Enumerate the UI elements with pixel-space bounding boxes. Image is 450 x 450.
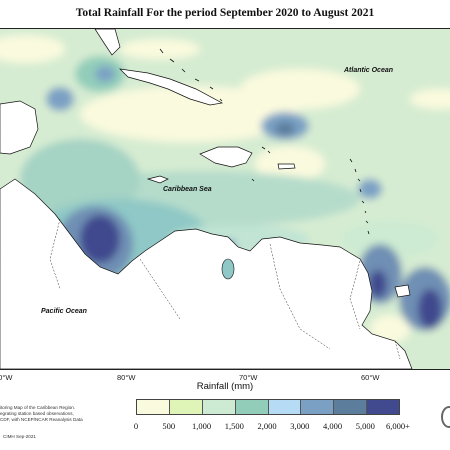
south-america-central-america <box>0 178 413 369</box>
legend-tick-label: 3,000 <box>290 421 310 431</box>
border <box>139 258 181 320</box>
puerto-rico <box>277 163 296 170</box>
land <box>0 29 413 369</box>
small-islands <box>159 48 370 235</box>
legend-tick-label: 5,000 <box>355 421 375 431</box>
legend-tick-labels: 0 500 1,000 1,500 2,000 3,000 4,000 5,000 6,000+ <box>0 421 450 433</box>
legend-tick-label: 500 <box>162 421 176 431</box>
yucatan-land <box>0 100 39 155</box>
legend-tick-label: 2,000 <box>257 421 277 431</box>
longitude-label-80w: 80°W <box>117 373 136 382</box>
legend-tick-label: 0 <box>133 421 139 431</box>
footnote-line: egrating station based observations, <box>0 410 74 416</box>
legend-color-bar <box>136 399 400 415</box>
jamaica <box>146 175 169 184</box>
legend-tick-label: 1,000 <box>191 421 212 431</box>
very-wet-zone <box>369 270 387 298</box>
wet-zone <box>275 122 295 136</box>
mid-rain-zone <box>20 139 140 219</box>
very-wet-zone <box>80 215 120 263</box>
legend-swatch <box>137 400 170 414</box>
map-area: Atlantic Ocean Caribbean Sea Pacific Oce… <box>0 28 450 370</box>
legend-swatch <box>334 400 368 414</box>
border <box>269 243 331 350</box>
credit-text: CIMH Sep-2021 <box>3 434 36 439</box>
map-title: Total Rainfall For the period September … <box>75 7 375 19</box>
longitude-label-60w: 60°W <box>361 373 380 382</box>
legend-tick-label: 6,000+ <box>386 421 410 431</box>
longitude-label-70w: 70°W <box>239 373 258 382</box>
pacific-ocean-label: Pacific Ocean <box>41 308 87 315</box>
atlantic-ocean-label: Atlantic Ocean <box>344 67 394 74</box>
bahamas-islands <box>159 48 223 102</box>
legend-title: Rainfall (mm) <box>196 381 254 392</box>
footnote-line: CDF, with NCEP/NCAR Reanalysis Data <box>0 416 83 422</box>
border <box>394 340 401 360</box>
wet-zone <box>95 66 115 82</box>
cuba <box>119 68 224 106</box>
lesser-antilles <box>349 158 370 235</box>
small-islands-misc <box>251 146 271 182</box>
longitude-label-90w: 90°W <box>0 373 13 382</box>
legend-swatch <box>202 400 236 414</box>
rainfall-map <box>0 29 450 369</box>
footnote-line: itoring Map of the Caribbean Region. <box>0 405 76 410</box>
wet-zone <box>46 87 74 111</box>
border <box>349 260 361 330</box>
caribbean-sea-label: Caribbean Sea <box>163 186 212 193</box>
low-rain-zone <box>410 89 450 109</box>
legend-swatch <box>268 400 302 414</box>
low-rain-zone <box>0 35 65 63</box>
low-rain-zone <box>80 86 300 142</box>
low-rain-zone <box>370 315 410 343</box>
wet-zone <box>358 179 382 199</box>
footnote: itoring Map of the Caribbean Region. egr… <box>0 405 108 422</box>
logo-icon <box>441 406 450 428</box>
country-borders <box>49 218 401 360</box>
trinidad <box>394 284 411 298</box>
legend-swatch <box>301 400 335 414</box>
low-rain-zone <box>240 69 360 109</box>
legend-swatch <box>367 400 399 414</box>
florida <box>94 29 121 56</box>
very-wet-zone <box>418 289 442 329</box>
legend-tick-label: 1,500 <box>224 421 244 431</box>
lake-maracaibo <box>221 258 235 280</box>
mid-rain-zone <box>340 219 440 259</box>
hispaniola <box>199 146 253 168</box>
legend-tick-label: 4,000 <box>322 421 343 431</box>
legend-swatch <box>235 400 269 414</box>
legend-swatch <box>169 400 203 414</box>
